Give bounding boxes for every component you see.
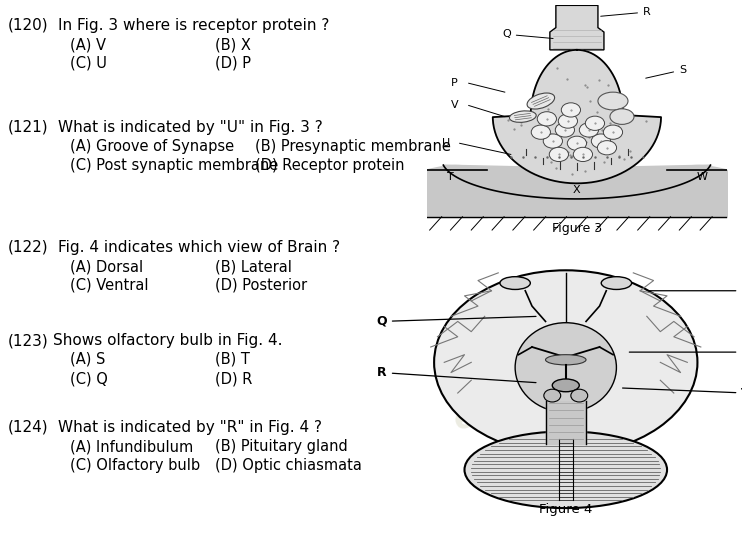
Ellipse shape (515, 323, 617, 412)
Ellipse shape (610, 109, 634, 125)
Text: (120): (120) (8, 18, 49, 33)
Polygon shape (493, 50, 661, 183)
Circle shape (555, 123, 574, 137)
Ellipse shape (601, 277, 631, 289)
Circle shape (603, 125, 623, 139)
Text: Figure 4: Figure 4 (539, 503, 592, 516)
Text: (A) Groove of Synapse: (A) Groove of Synapse (70, 139, 234, 154)
Circle shape (580, 123, 599, 137)
Ellipse shape (510, 111, 536, 122)
Ellipse shape (464, 431, 667, 508)
Text: (C) Olfactory bulb: (C) Olfactory bulb (70, 458, 200, 473)
Text: X: X (573, 185, 581, 195)
Text: (B) Presynaptic membrane: (B) Presynaptic membrane (255, 139, 451, 154)
Circle shape (591, 134, 611, 148)
Text: T: T (447, 172, 454, 182)
Text: (A) V: (A) V (70, 37, 106, 52)
Text: Fig. 4 indicates which view of Brain ?: Fig. 4 indicates which view of Brain ? (58, 240, 340, 255)
Text: (A) Infundibulum: (A) Infundibulum (70, 439, 193, 454)
Text: R: R (601, 7, 651, 17)
Circle shape (568, 136, 586, 150)
Ellipse shape (500, 277, 531, 289)
Text: W: W (697, 172, 708, 182)
Text: (D) Optic chiasmata: (D) Optic chiasmata (215, 458, 362, 473)
Circle shape (597, 141, 617, 155)
Circle shape (531, 125, 551, 139)
Polygon shape (550, 5, 604, 50)
Text: U: U (441, 139, 450, 148)
Ellipse shape (598, 92, 628, 110)
Circle shape (571, 389, 588, 402)
Text: R: R (377, 366, 536, 383)
Circle shape (561, 103, 580, 117)
Text: estod: estod (450, 377, 550, 437)
Text: V: V (450, 100, 459, 111)
Polygon shape (427, 165, 727, 217)
Circle shape (543, 134, 562, 148)
Text: (C) Ventral: (C) Ventral (70, 278, 148, 293)
Text: Figure 3: Figure 3 (552, 222, 602, 235)
Text: P: P (450, 78, 457, 88)
Text: (B) T: (B) T (215, 352, 250, 367)
Text: (B) X: (B) X (215, 37, 251, 52)
Ellipse shape (434, 270, 697, 454)
Text: (D) Posterior: (D) Posterior (215, 278, 307, 293)
Text: P: P (649, 284, 742, 297)
Text: (121): (121) (8, 120, 49, 135)
Text: (A) Dorsal: (A) Dorsal (70, 259, 143, 274)
Circle shape (537, 112, 556, 126)
Circle shape (585, 116, 605, 130)
Text: S: S (646, 65, 686, 78)
Ellipse shape (545, 354, 586, 365)
Text: (124): (124) (8, 420, 49, 435)
Text: (D) P: (D) P (215, 56, 251, 71)
Text: (C) Q: (C) Q (70, 371, 108, 386)
Circle shape (549, 147, 568, 162)
Text: Q: Q (376, 315, 536, 328)
Text: T: T (623, 387, 742, 400)
Text: (D) R: (D) R (215, 371, 252, 386)
Text: (C) U: (C) U (70, 56, 107, 71)
Text: S: S (629, 346, 742, 359)
Ellipse shape (527, 93, 554, 109)
Text: (D) Receptor protein: (D) Receptor protein (255, 158, 404, 173)
Text: (C) Post synaptic membrane: (C) Post synaptic membrane (70, 158, 278, 173)
Text: What is indicated by "U" in Fig. 3 ?: What is indicated by "U" in Fig. 3 ? (58, 120, 323, 135)
Text: (B) Lateral: (B) Lateral (215, 259, 292, 274)
Circle shape (574, 147, 593, 162)
Circle shape (544, 389, 561, 402)
Circle shape (558, 114, 577, 128)
Text: Q: Q (502, 30, 553, 39)
Text: (123): (123) (8, 333, 49, 348)
Text: In Fig. 3 where is receptor protein ?: In Fig. 3 where is receptor protein ? (58, 18, 329, 33)
Text: (122): (122) (8, 240, 49, 255)
Text: (A) S: (A) S (70, 352, 105, 367)
Text: What is indicated by "R" in Fig. 4 ?: What is indicated by "R" in Fig. 4 ? (58, 420, 322, 435)
Text: (B) Pituitary gland: (B) Pituitary gland (215, 439, 348, 454)
Text: Shows olfactory bulb in Fig. 4.: Shows olfactory bulb in Fig. 4. (53, 333, 283, 348)
Ellipse shape (552, 379, 580, 392)
